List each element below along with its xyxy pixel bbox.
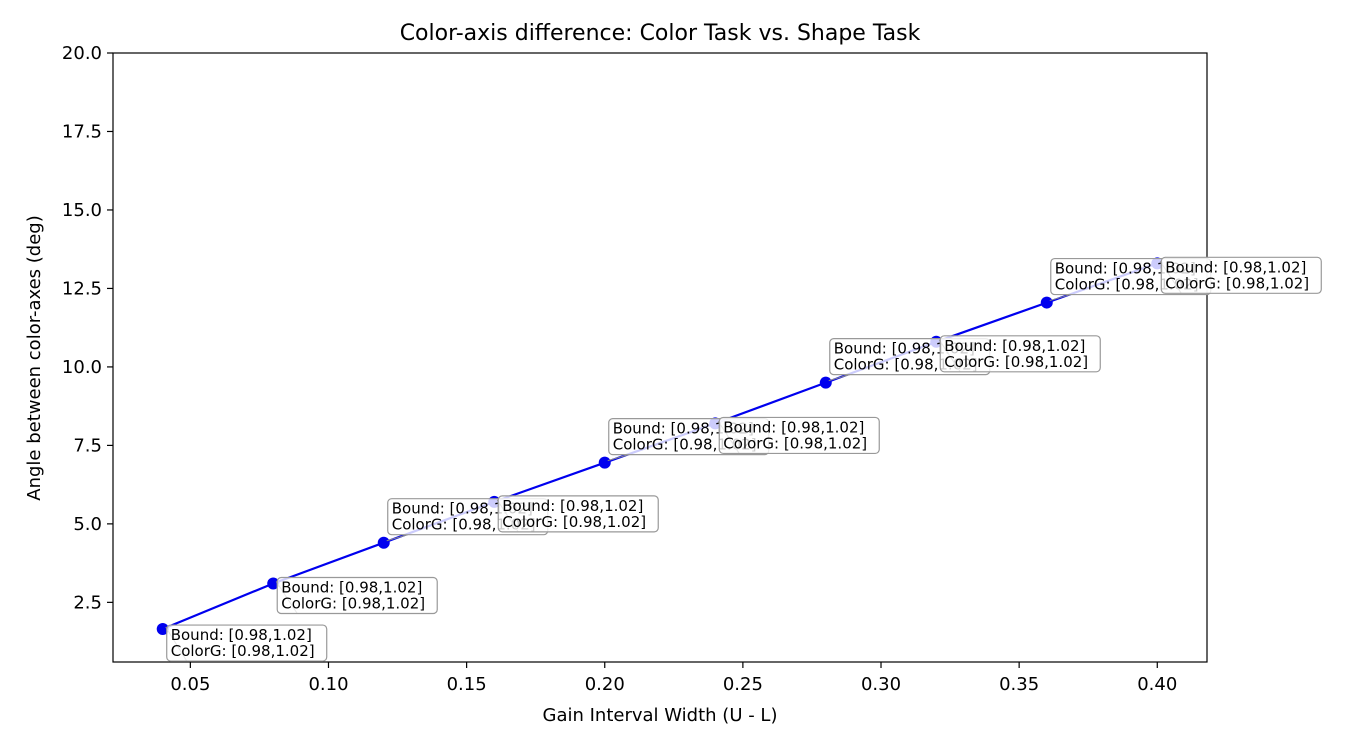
x-tick-label: 0.15 (447, 674, 487, 695)
annotation-colorg: ColorG: [0.98,1.02] (944, 353, 1088, 371)
data-point (1040, 296, 1053, 309)
annotation-bound: Bound: [0.98,1.02] (171, 626, 312, 644)
annotation-bound: Bound: [0.98,1.02] (392, 500, 533, 518)
annotation-colorg: ColorG: [0.98,1.02] (171, 642, 315, 660)
annotation-arrow (607, 454, 629, 462)
data-point (819, 376, 832, 389)
annotation-box (166, 624, 328, 662)
annotation-bound: Bound: [0.98,1.02] (944, 337, 1085, 355)
annotation-arrow (1049, 294, 1071, 302)
data-point (377, 536, 390, 549)
plot-frame (112, 52, 1208, 663)
annotation-colorg: ColorG: [0.98,1.02] (281, 595, 425, 613)
x-tick-label: 0.05 (170, 674, 210, 695)
annotation-arrow (386, 534, 408, 542)
annotations: Bound: [0.98,1.02]ColorG: [0.98,1.02]Bou… (165, 256, 1322, 662)
annotation-colorg: ColorG: [0.98,1.02] (1165, 274, 1309, 292)
y-tick-label: 2.5 (73, 592, 102, 613)
x-tick-label: 0.20 (585, 674, 625, 695)
annotation-bound: Bound: [0.98,1.02] (281, 579, 422, 597)
x-tick-label: 0.25 (723, 674, 763, 695)
x-tick-label: 0.10 (308, 674, 348, 695)
data-point (156, 623, 169, 636)
annotation-bound: Bound: [0.98,1.02] (1055, 260, 1196, 278)
x-tick-label: 0.35 (999, 674, 1039, 695)
x-axis: 0.05 0.10 0.15 0.20 0.25 0.30 0.35 0.40 (170, 662, 1177, 695)
x-axis-title: Gain Interval Width (U - L) (543, 705, 778, 726)
x-tick-label: 0.30 (861, 674, 901, 695)
annotation: Bound: [0.98,1.02]ColorG: [0.98,1.02] (496, 495, 659, 533)
y-tick-label: 12.5 (62, 278, 102, 299)
chart-title: Color-axis difference: Color Task vs. Sh… (400, 21, 921, 46)
annotation-colorg: ColorG: [0.98,1.02] (723, 434, 867, 452)
annotation: Bound: [0.98,1.02]ColorG: [0.98,1.02] (938, 335, 1101, 373)
y-axis: 2.5 5.0 7.5 10.0 12.5 15.0 17.5 20.0 (62, 43, 113, 613)
y-tick-label: 20.0 (62, 43, 102, 64)
annotation: Bound: [0.98,1.02]ColorG: [0.98,1.02] (275, 576, 438, 615)
y-tick-label: 17.5 (62, 121, 102, 142)
annotation: Bound: [0.98,1.02]ColorG: [0.98,1.02] (165, 624, 328, 662)
annotation-box (1160, 256, 1322, 294)
annotation-box (276, 576, 438, 615)
annotation-box (497, 495, 659, 533)
annotation-bound: Bound: [0.98,1.02] (834, 340, 975, 358)
y-tick-label: 7.5 (73, 435, 102, 456)
annotation-bound: Bound: [0.98,1.02] (613, 420, 754, 438)
annotation-colorg: ColorG: [0.98,1.02] (502, 513, 646, 531)
y-axis-title: Angle between color-axes (deg) (24, 215, 45, 500)
y-tick-label: 15.0 (62, 200, 102, 221)
data-point (267, 577, 280, 590)
data-point (598, 456, 611, 469)
annotation-bound: Bound: [0.98,1.02] (502, 497, 643, 515)
annotation-box (718, 416, 880, 455)
annotation-bound: Bound: [0.98,1.02] (1165, 258, 1306, 276)
annotation-bound: Bound: [0.98,1.02] (723, 418, 864, 436)
y-tick-label: 5.0 (73, 514, 102, 535)
y-tick-label: 10.0 (62, 357, 102, 378)
annotation: Bound: [0.98,1.02]ColorG: [0.98,1.02] (717, 416, 880, 455)
annotation: Bound: [0.98,1.02]ColorG: [0.98,1.02] (1159, 256, 1322, 294)
annotation-box (939, 335, 1101, 373)
x-tick-label: 0.40 (1137, 674, 1177, 695)
annotation-arrow (828, 374, 850, 382)
